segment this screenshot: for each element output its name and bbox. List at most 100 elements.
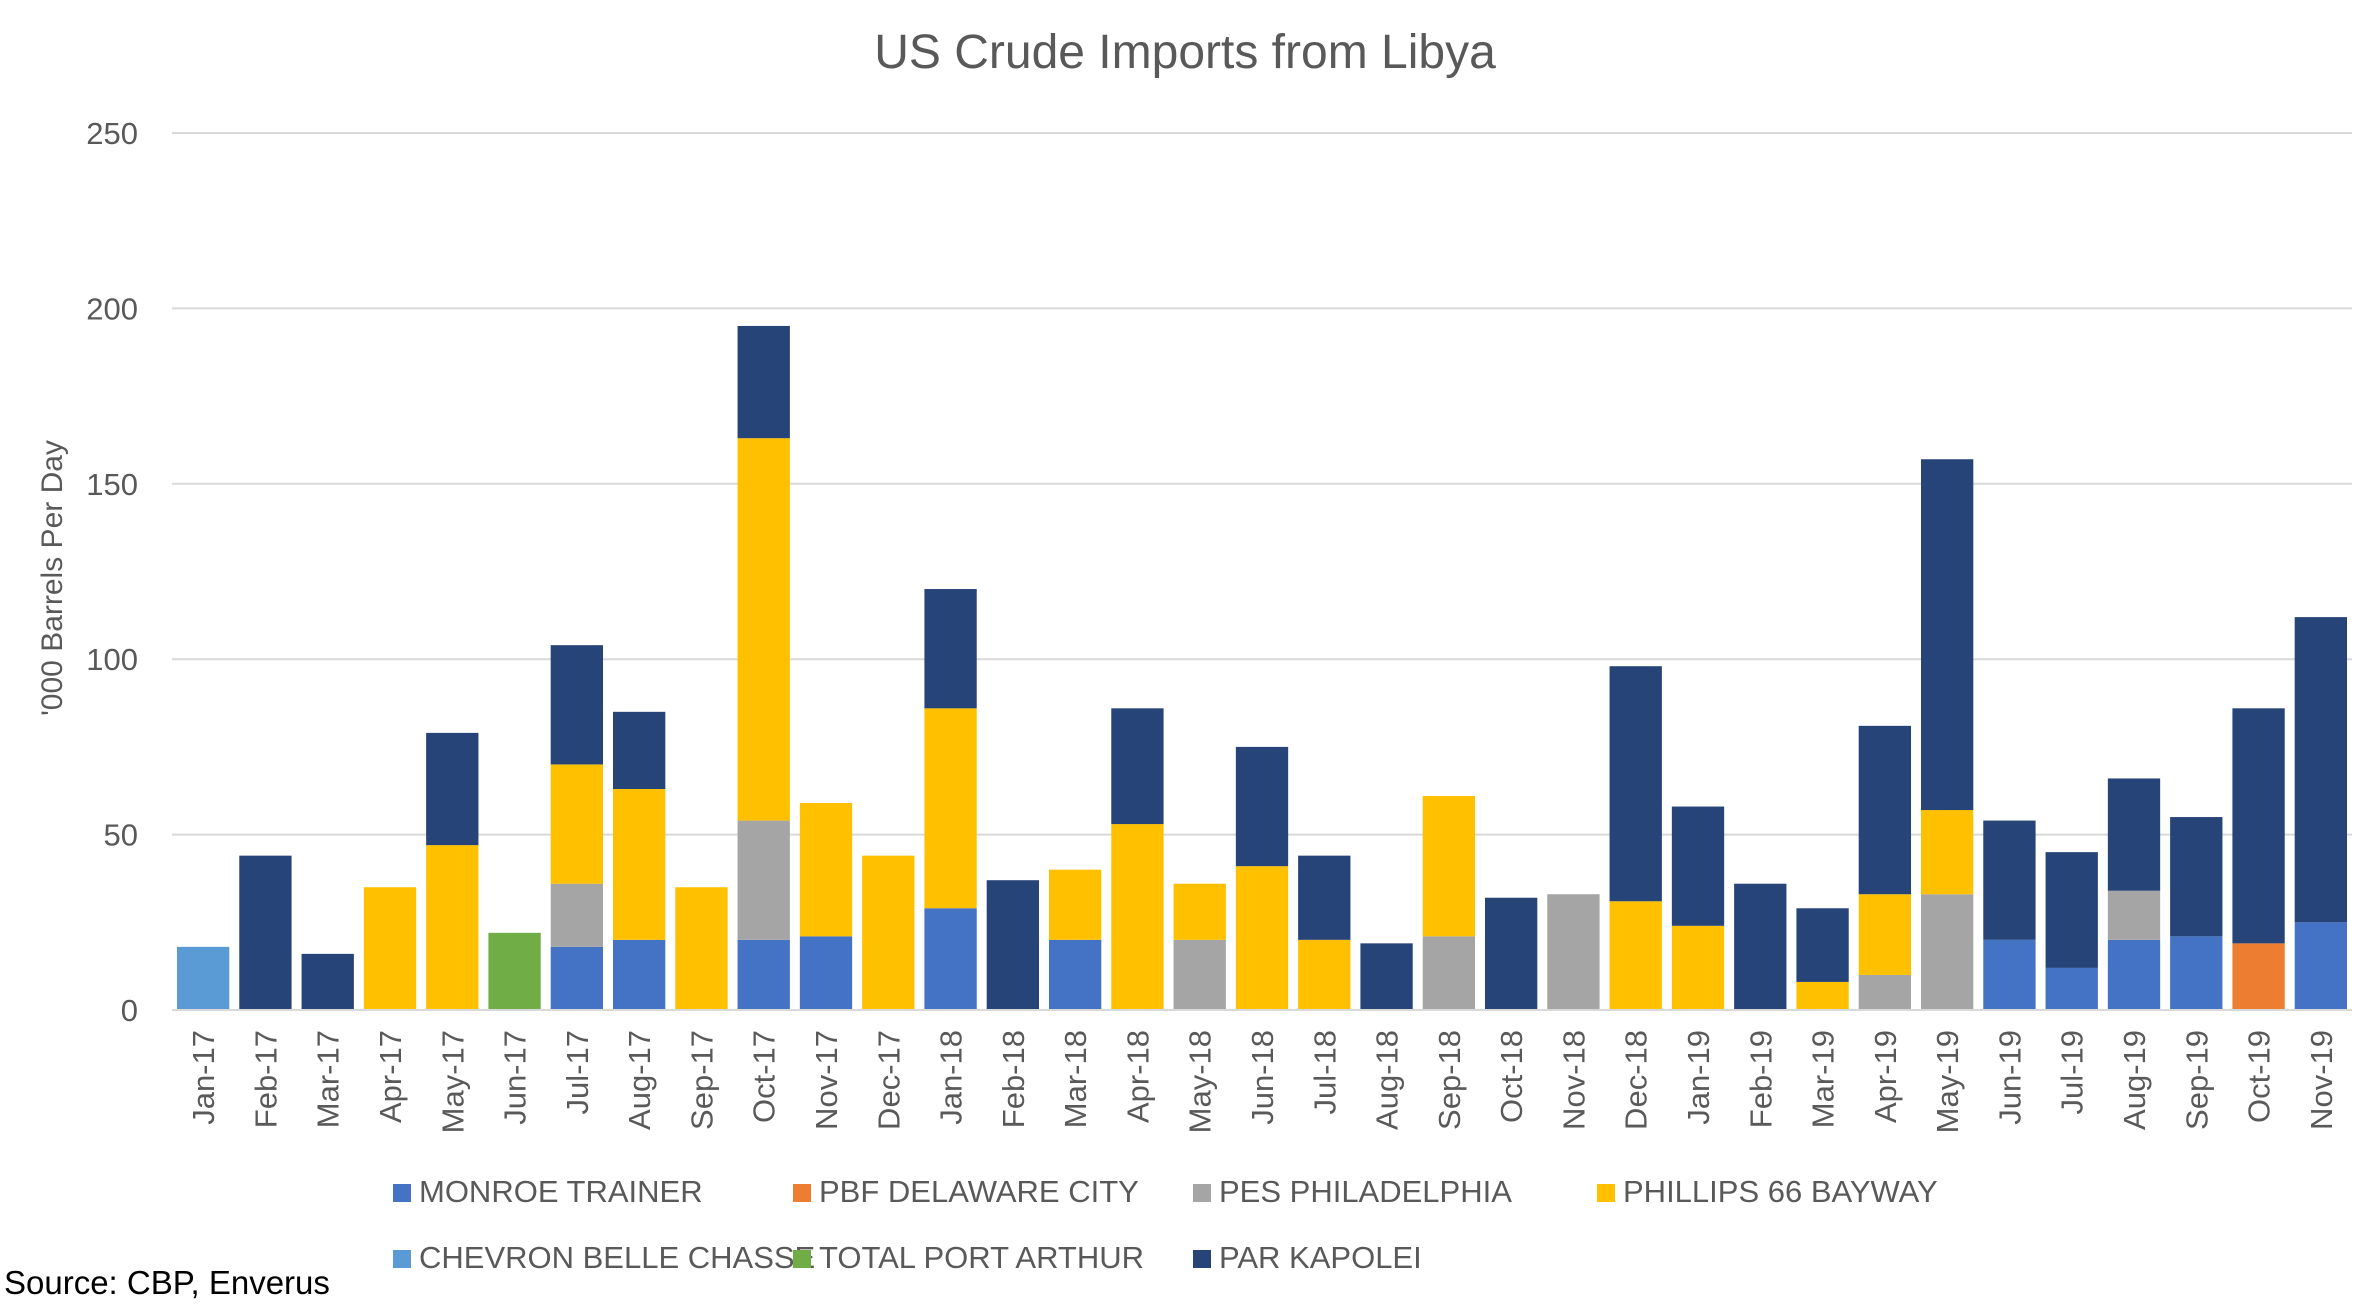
bar-segment (924, 708, 977, 909)
x-tick-label: Jan-17 (186, 1030, 221, 1125)
bar-segment (2045, 967, 2098, 1010)
bar-segment (924, 589, 977, 709)
bar-segment (737, 325, 790, 439)
bar-segment (986, 880, 1040, 1010)
bar-segment (2232, 708, 2285, 944)
chart-title: US Crude Imports from Libya (874, 26, 1496, 79)
bar-segment (2045, 852, 2098, 968)
bar-segment (737, 939, 790, 1010)
bar-segment (2170, 936, 2223, 1010)
y-tick-label: 200 (86, 291, 138, 326)
bar-segment (1920, 459, 1974, 811)
legend-swatch (1193, 1184, 1211, 1202)
legend-label: PES PHILADELPHIA (1219, 1174, 1512, 1209)
bar-segment (2107, 778, 2161, 891)
x-tick-label: Aug-17 (622, 1030, 657, 1130)
bar-segment (1235, 746, 1289, 867)
bar-segment (612, 939, 666, 1010)
bar-segment (2107, 939, 2161, 1010)
bar-segment (612, 788, 666, 940)
x-tick-label: Apr-17 (373, 1030, 408, 1123)
bar-segment (1422, 936, 1476, 1010)
legend-swatch (393, 1184, 411, 1202)
bar-segment (2107, 890, 2161, 940)
x-tick-label: Oct-19 (2242, 1030, 2277, 1123)
legend-label: PHILLIPS 66 BAYWAY (1623, 1174, 1938, 1209)
bar-segment (1983, 820, 2036, 940)
bar-segment (1734, 883, 1787, 1010)
y-tick-label: 100 (86, 642, 138, 677)
bar-segment (1920, 810, 1974, 895)
x-tick-label: Dec-18 (1619, 1030, 1654, 1130)
bar-segment (1671, 925, 1725, 1010)
bar-segment (1173, 939, 1226, 1010)
x-tick-label: Jun-18 (1245, 1030, 1280, 1125)
x-tick-label: Nov-17 (809, 1030, 844, 1130)
bar-segment (1298, 855, 1351, 940)
legend-swatch (793, 1184, 811, 1202)
y-tick-label: 250 (86, 116, 138, 151)
x-tick-label: Jul-19 (2055, 1030, 2090, 1114)
bar-segment (924, 908, 977, 1010)
x-tick-label: Apr-18 (1120, 1030, 1155, 1123)
bar-segment (1796, 981, 1849, 1010)
bar-segment (550, 645, 604, 765)
legend-label: PBF DELAWARE CITY (819, 1174, 1139, 1209)
x-tick-label: Jul-17 (560, 1030, 595, 1114)
legend-swatch (1597, 1184, 1615, 1202)
bar-segment (1858, 894, 1912, 975)
x-tick-label: May-17 (435, 1030, 470, 1133)
legend-label: TOTAL PORT ARTHUR (819, 1240, 1144, 1275)
bar-segment (1609, 901, 1662, 1010)
x-tick-label: Oct-18 (1494, 1030, 1529, 1123)
bar-segment (1983, 939, 2036, 1010)
bar-segment (1048, 939, 1102, 1010)
bar-segment (488, 932, 541, 1010)
bar-segment (1671, 806, 1725, 926)
bar-segment (1173, 883, 1226, 940)
bar-segment (426, 845, 479, 1010)
legend-label: PAR KAPOLEI (1219, 1240, 1422, 1275)
x-tick-label: Jun-19 (1992, 1030, 2027, 1125)
bar-segment (550, 883, 604, 947)
source-note: Source: CBP, Enverus (4, 1264, 330, 1301)
x-tick-label: Aug-19 (2117, 1030, 2152, 1130)
bar-segment (1796, 908, 1849, 982)
x-tick-label: Mar-19 (1806, 1030, 1841, 1128)
legend-label: MONROE TRAINER (419, 1174, 703, 1209)
bar-segment (612, 711, 666, 789)
gridlines (172, 132, 2352, 836)
bar-segment (239, 855, 292, 1010)
bar-segment (1609, 666, 1662, 902)
bar-segment (1048, 869, 1102, 940)
bar-segment (862, 855, 915, 1010)
bar-segment (363, 887, 417, 1010)
x-tick-label: Sep-19 (2179, 1030, 2214, 1130)
legend-swatch (1193, 1250, 1211, 1268)
bar-segment (799, 803, 853, 937)
legend-label: CHEVRON BELLE CHASSE (419, 1240, 815, 1275)
bar-segment (2294, 617, 2348, 923)
y-tick-label: 0 (121, 993, 138, 1028)
x-tick-label: Jul-18 (1307, 1030, 1342, 1114)
bar-segment (1298, 939, 1351, 1010)
x-tick-label: May-18 (1183, 1030, 1218, 1133)
bar-segment (737, 820, 790, 940)
x-tick-label: Mar-17 (311, 1030, 346, 1128)
bar-segment (1111, 824, 1164, 1010)
x-tick-label: Jan-19 (1681, 1030, 1716, 1125)
x-tick-label: Jan-18 (934, 1030, 969, 1125)
bar-segment (2232, 943, 2285, 1010)
x-tick-label: Feb-19 (1743, 1030, 1778, 1128)
y-tick-label: 50 (104, 818, 138, 853)
x-tick-label: Sep-18 (1432, 1030, 1467, 1130)
y-tick-label: 150 (86, 467, 138, 502)
bar-segment (1422, 796, 1476, 937)
bar-segment (550, 946, 604, 1010)
bar-segment (301, 953, 354, 1010)
bar-segment (2294, 922, 2348, 1010)
x-tick-label: Sep-17 (684, 1030, 719, 1130)
bar-segment (737, 438, 790, 821)
bar-segment (1858, 725, 1912, 895)
